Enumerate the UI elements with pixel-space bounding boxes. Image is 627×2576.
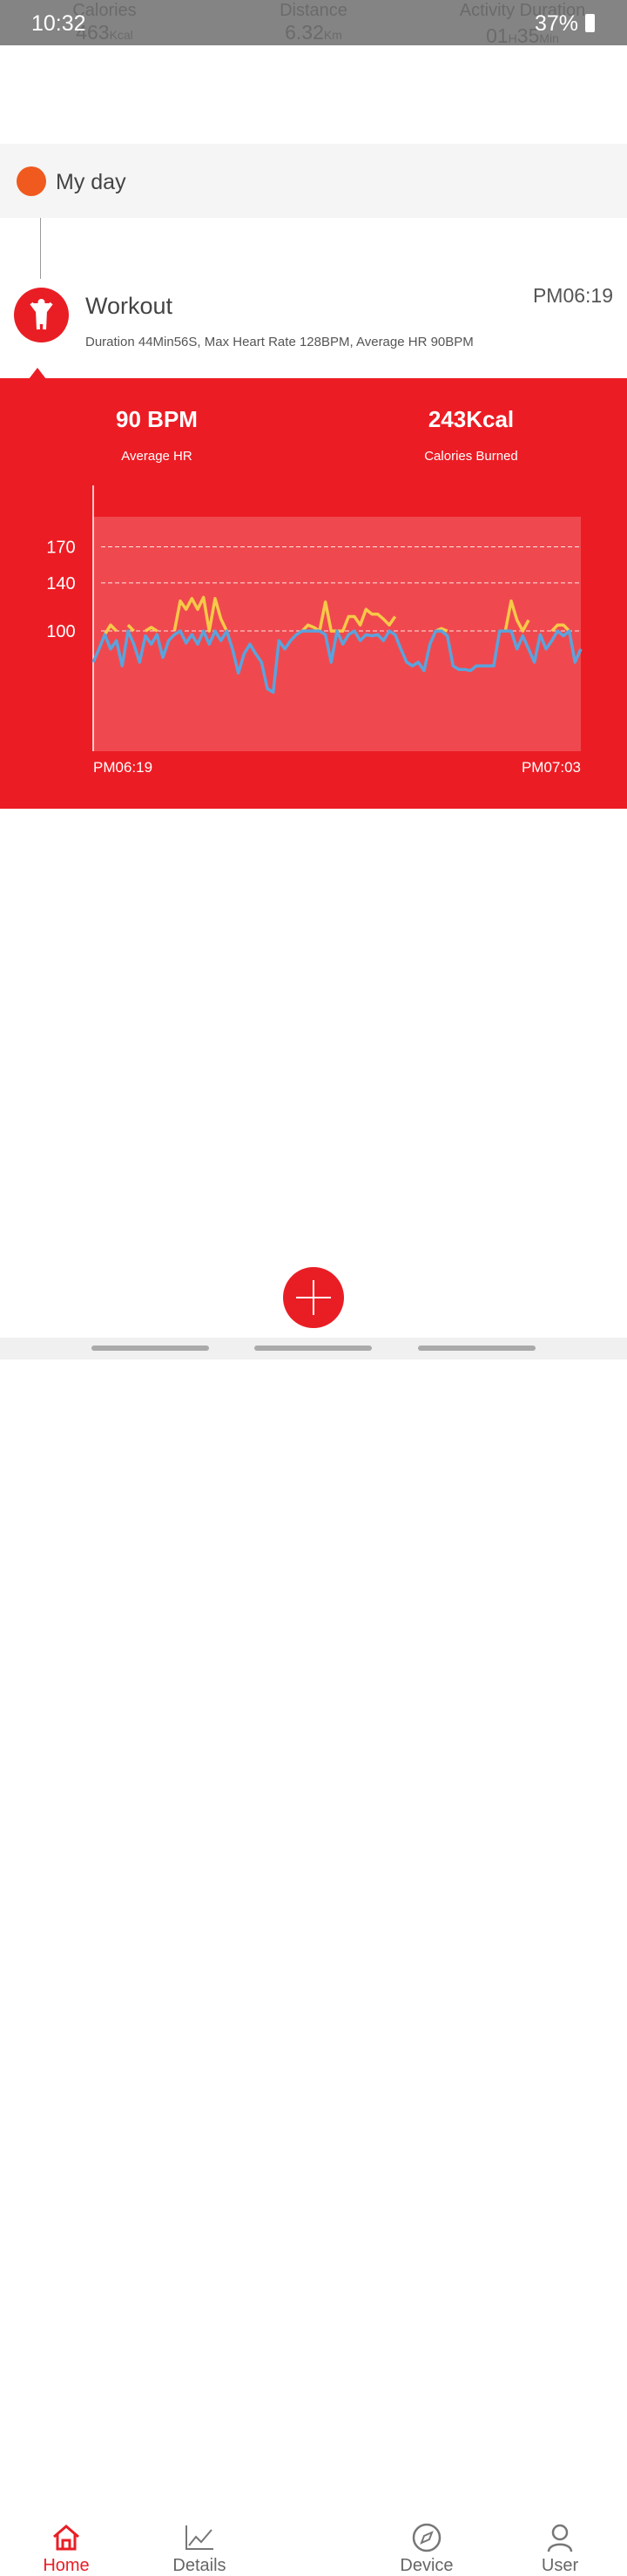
workout-icon	[14, 288, 69, 342]
hr-line	[103, 595, 570, 636]
workout-details: Duration 44Min56S, Max Heart Rate 128BPM…	[85, 335, 474, 349]
nav-label: User	[541, 2556, 579, 2575]
stat-label: Average HR	[121, 449, 192, 464]
nav-icon	[185, 2525, 213, 2550]
add-icon	[296, 1280, 331, 1315]
workout-glyph	[30, 299, 53, 330]
bottom-nav: Home Details Device User	[0, 1255, 627, 2575]
status-bar: 10:32 37%	[0, 0, 627, 45]
x-tick-label: PM06:19	[93, 759, 152, 776]
y-tick-label: 140	[46, 574, 75, 593]
section-icon	[17, 166, 46, 196]
stat-hr: 90 BPM Average HR	[26, 406, 287, 464]
workout-panel: 90 BPM Average HR 243Kcal Calories Burned	[0, 378, 627, 809]
section-header: My day	[0, 144, 627, 218]
nav-label: Home	[43, 2556, 90, 2575]
nav-label: Device	[400, 2556, 454, 2575]
stat-value: 90 BPM	[116, 406, 198, 432]
nav-icon	[412, 2523, 442, 2552]
workout-time: PM06:19	[532, 284, 613, 307]
workout-title: Workout	[85, 293, 173, 319]
gesture-pill	[418, 1346, 536, 1351]
x-tick-label: PM07:03	[522, 759, 581, 776]
nav-user[interactable]: User	[499, 2523, 621, 2576]
gesture-pill	[91, 1346, 209, 1351]
nav-home[interactable]: Home	[5, 2523, 127, 2576]
nav-icon	[547, 2524, 573, 2552]
gesture-bar	[0, 1338, 627, 1359]
y-tick-label: 170	[46, 538, 75, 557]
section-title: My day	[56, 170, 126, 194]
add-button[interactable]	[283, 1267, 344, 1328]
stat-label: Calories Burned	[424, 449, 518, 464]
nav-label: Details	[172, 2556, 226, 2575]
status-time: 10:32	[31, 11, 86, 36]
nav-device[interactable]: Device	[366, 2523, 488, 2576]
timeline	[40, 218, 41, 279]
hr-line	[91, 629, 583, 695]
nav-icon	[53, 2525, 79, 2551]
status-battery: 37%	[535, 11, 579, 36]
y-tick-label: 100	[46, 622, 75, 641]
battery-icon	[585, 14, 595, 32]
hr-chart: 100 140 170 PM06:19 PM07:03	[46, 485, 583, 776]
stat-value: 243Kcal	[428, 406, 515, 432]
pointer	[29, 368, 46, 379]
gesture-pill	[254, 1346, 372, 1351]
stat-kcal: 243Kcal Calories Burned	[340, 406, 602, 464]
nav-details[interactable]: Details	[138, 2523, 260, 2576]
